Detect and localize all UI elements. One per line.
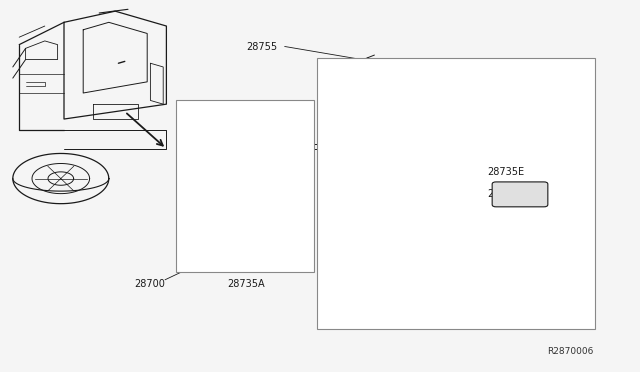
Bar <box>317 58 595 329</box>
Text: 28755: 28755 <box>246 42 278 51</box>
Bar <box>176 100 314 272</box>
Text: 28782: 28782 <box>488 189 518 199</box>
FancyBboxPatch shape <box>492 182 548 207</box>
Text: 28735A: 28735A <box>227 279 265 289</box>
Text: 28735E: 28735E <box>488 167 525 177</box>
Text: R2870006: R2870006 <box>547 347 593 356</box>
Text: 28700: 28700 <box>134 279 165 289</box>
